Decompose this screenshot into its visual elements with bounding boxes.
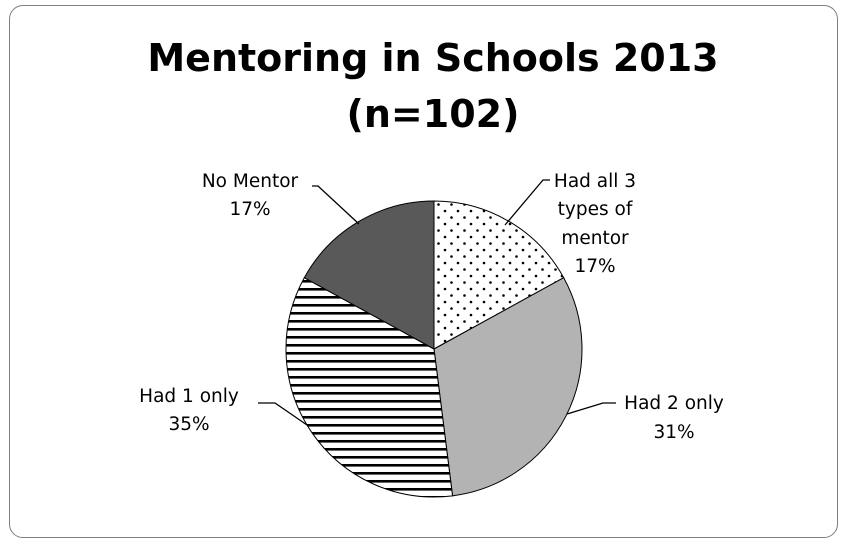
slice-no-mentor	[303, 200, 435, 350]
svg-text:17%: 17%	[574, 256, 615, 277]
svg-text:35%: 35%	[168, 414, 209, 435]
slice-had-all-3	[433, 200, 565, 350]
slice-label-had-2-only: Had 2 only 31%	[624, 393, 724, 443]
slice-had-2-only	[433, 277, 583, 497]
slice-had-1-only	[285, 277, 454, 498]
svg-text:types of: types of	[558, 199, 633, 220]
leader-line-no-mentor	[312, 185, 360, 225]
slice-label-no-mentor: No Mentor 17%	[202, 171, 299, 220]
svg-text:Had 2 only: Had 2 only	[624, 393, 724, 414]
svg-text:Had all 3: Had all 3	[554, 171, 636, 192]
leader-line-had-1-only	[258, 402, 308, 426]
slice-label-had-1-only: Had 1 only 35%	[139, 386, 239, 435]
leader-line-had-all-3	[504, 179, 550, 226]
svg-text:Had 1 only: Had 1 only	[139, 386, 239, 407]
svg-text:mentor: mentor	[561, 228, 629, 249]
slice-label-had-all-3: Had all 3 types of mentor 17%	[554, 171, 636, 277]
chart-subtitle: (n=102)	[347, 92, 520, 136]
chart-title: Mentoring in Schools 2013	[147, 36, 718, 80]
pie-slices	[285, 200, 583, 498]
svg-text:31%: 31%	[653, 422, 694, 443]
svg-text:17%: 17%	[229, 199, 270, 220]
svg-text:No Mentor: No Mentor	[202, 171, 299, 192]
leader-line-had-2-only	[566, 402, 616, 415]
